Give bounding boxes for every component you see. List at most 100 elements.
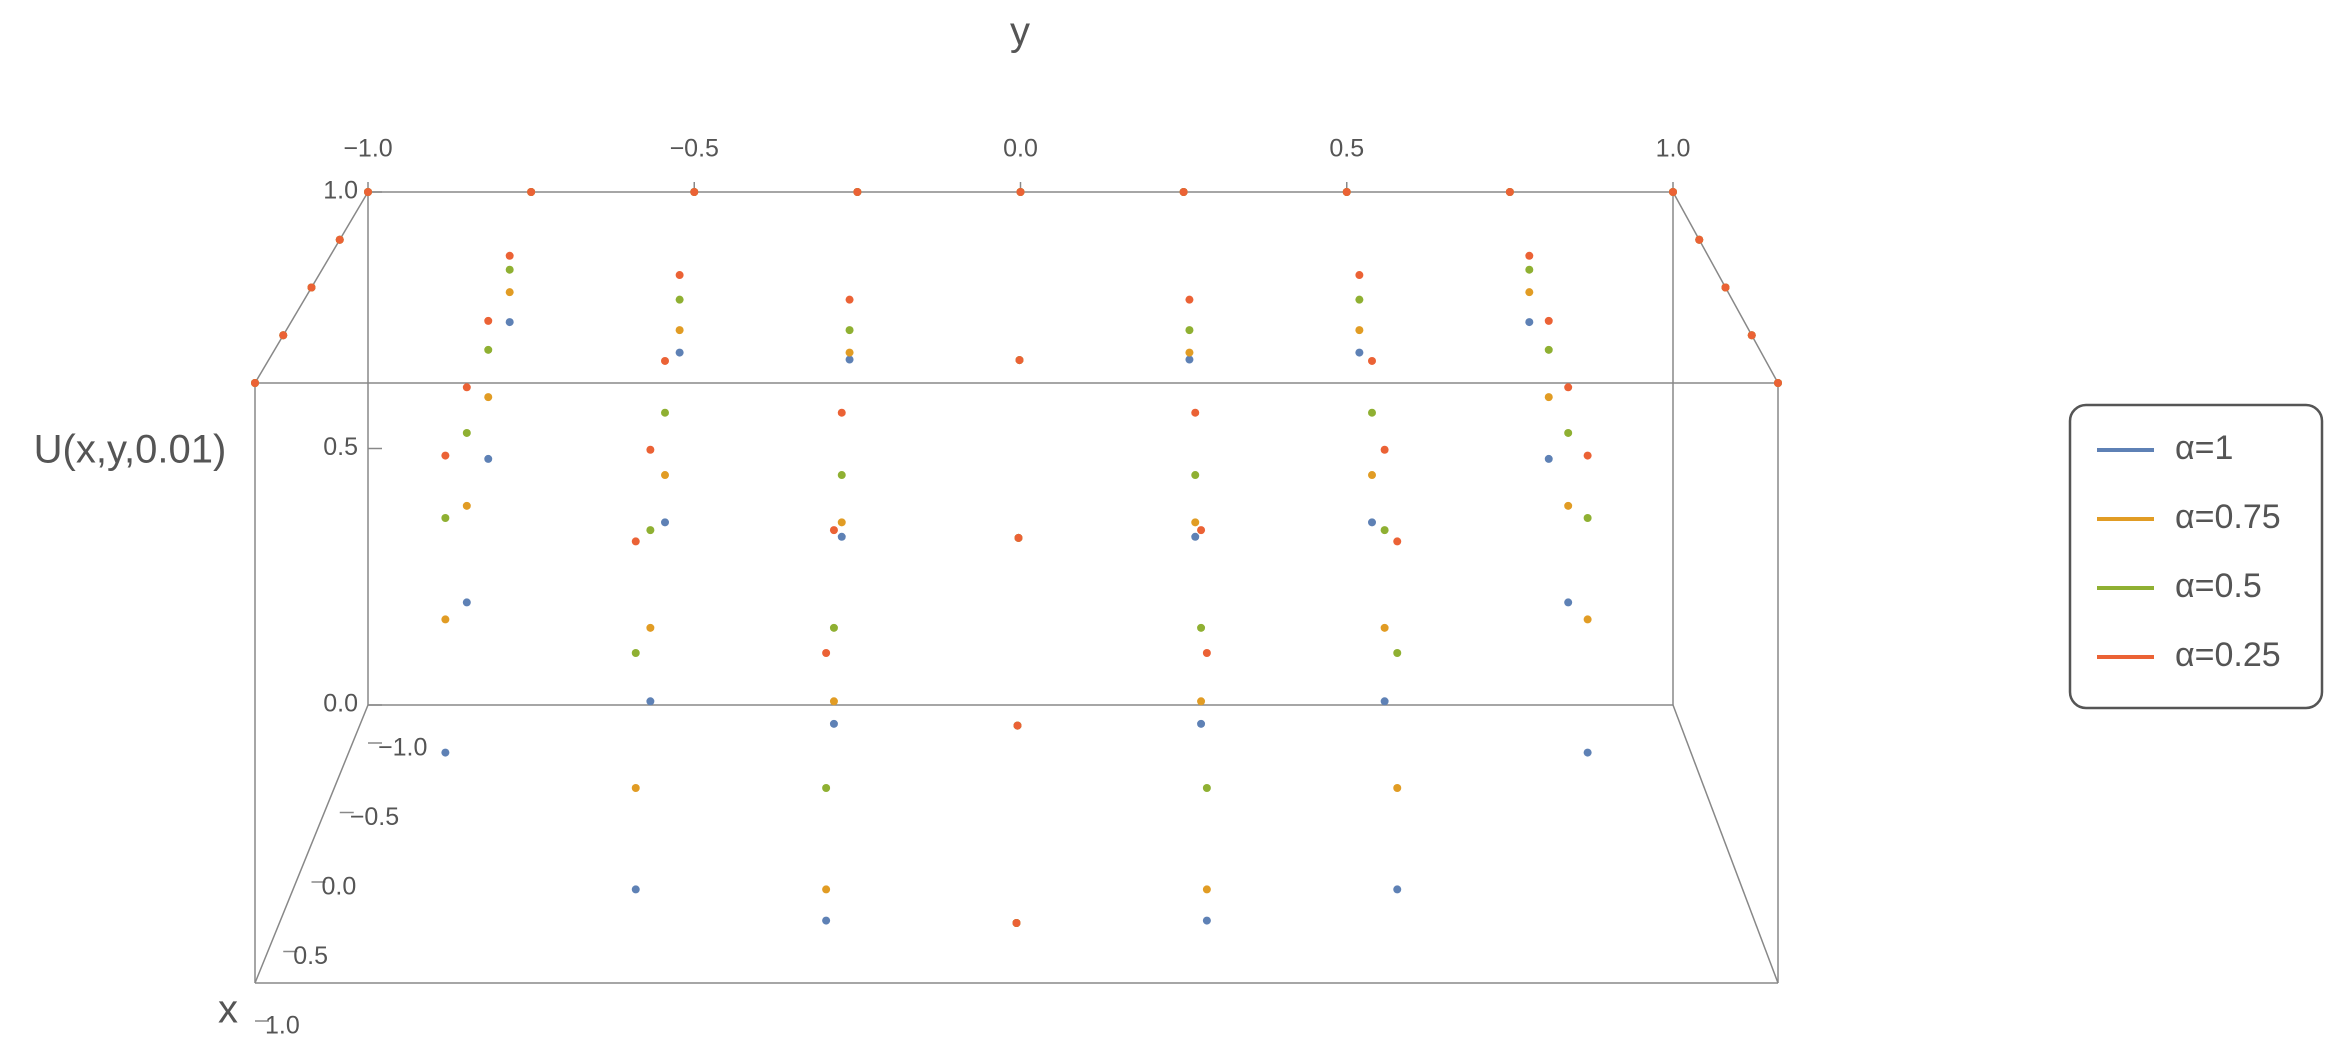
point	[661, 408, 669, 417]
point	[822, 784, 831, 792]
point	[1202, 649, 1211, 657]
point	[1380, 623, 1389, 632]
x-axis-label: x	[218, 988, 238, 1032]
point	[1695, 235, 1704, 244]
point	[1185, 326, 1194, 335]
point	[251, 379, 259, 387]
point	[1368, 408, 1376, 417]
point	[837, 532, 846, 541]
point	[1380, 697, 1389, 706]
point	[1191, 532, 1200, 541]
point	[1016, 188, 1025, 196]
point	[1355, 348, 1364, 357]
point	[462, 598, 471, 607]
point	[505, 288, 514, 297]
point	[279, 331, 288, 340]
point	[1583, 748, 1592, 757]
x-tick-label: −0.5	[350, 803, 399, 831]
point	[484, 393, 493, 402]
point	[1774, 379, 1782, 387]
point	[1393, 885, 1402, 894]
point	[1368, 356, 1376, 365]
point	[1544, 345, 1553, 354]
point	[631, 885, 640, 894]
point	[675, 326, 684, 335]
point	[1525, 318, 1534, 327]
point	[1191, 518, 1200, 527]
point	[1380, 445, 1389, 454]
point	[1544, 316, 1553, 325]
point	[822, 649, 831, 657]
point	[1013, 721, 1022, 730]
point	[845, 326, 854, 335]
point	[1368, 471, 1376, 480]
point	[837, 408, 846, 417]
point	[1393, 784, 1402, 792]
point	[1185, 355, 1194, 364]
z-tick-label: 0.5	[323, 433, 358, 461]
point	[1669, 188, 1677, 196]
point	[690, 188, 699, 196]
point	[1564, 428, 1573, 437]
point	[484, 316, 493, 325]
point	[1544, 393, 1553, 402]
y-tick-label: 0.0	[1003, 135, 1038, 163]
point	[505, 318, 514, 327]
point	[1202, 784, 1211, 792]
point	[661, 471, 669, 480]
point	[646, 623, 655, 632]
point	[1015, 356, 1024, 365]
y-tick-label: −0.5	[670, 135, 719, 163]
x-tick-label: 1.0	[265, 1012, 300, 1040]
y-tick-label: −1.0	[343, 135, 392, 163]
point	[1191, 408, 1200, 417]
point	[1564, 383, 1573, 392]
point	[335, 235, 344, 244]
point	[1393, 649, 1402, 657]
point	[1014, 533, 1023, 542]
point	[462, 383, 471, 392]
box-edge	[1672, 704, 1779, 984]
point	[1355, 326, 1364, 335]
point	[441, 451, 450, 460]
legend-label: α=0.5	[2175, 567, 2262, 605]
point	[1583, 615, 1592, 624]
z-tick-label: 0.0	[323, 690, 358, 718]
point	[675, 271, 684, 280]
point	[527, 188, 536, 196]
point	[505, 265, 514, 274]
point	[853, 188, 862, 196]
point	[1179, 188, 1188, 196]
y-axis-label: y	[1010, 10, 1030, 54]
point	[845, 348, 854, 357]
point	[441, 514, 450, 522]
point	[829, 697, 838, 706]
y-tick-label: 0.5	[1329, 135, 1364, 163]
point	[845, 355, 854, 364]
point	[646, 526, 655, 535]
point	[845, 295, 854, 304]
point	[1564, 598, 1573, 607]
point	[441, 615, 450, 624]
point	[1393, 537, 1402, 546]
point	[1202, 885, 1211, 894]
point	[661, 518, 669, 527]
point	[1505, 188, 1514, 196]
point	[631, 649, 640, 657]
point	[631, 537, 640, 546]
box-edge	[254, 704, 369, 984]
point	[646, 697, 655, 706]
point	[1583, 514, 1592, 522]
point	[307, 283, 316, 292]
point	[1185, 348, 1194, 357]
point	[441, 748, 450, 757]
point	[1197, 623, 1206, 632]
point	[646, 445, 655, 454]
point	[1342, 188, 1351, 196]
point	[462, 501, 471, 510]
legend-label: α=0.25	[2175, 636, 2281, 674]
point	[829, 719, 838, 728]
point	[1525, 288, 1534, 297]
point	[822, 885, 831, 894]
